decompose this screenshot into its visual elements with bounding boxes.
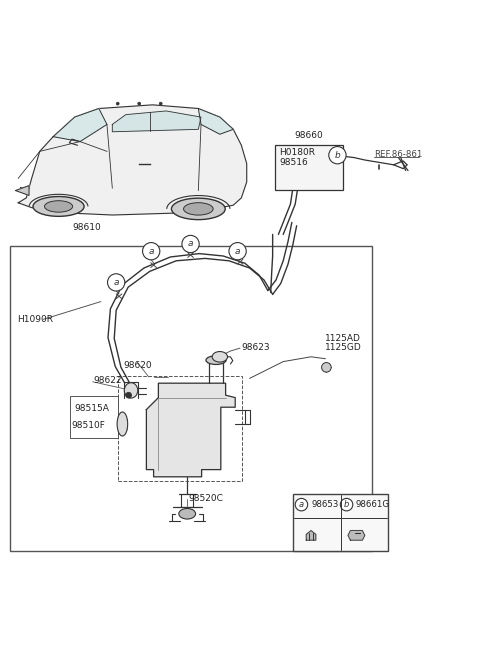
Polygon shape bbox=[348, 531, 365, 540]
Text: a: a bbox=[235, 247, 240, 256]
Ellipse shape bbox=[212, 352, 228, 362]
Text: 1125AD: 1125AD bbox=[325, 334, 361, 343]
Ellipse shape bbox=[179, 508, 196, 519]
Polygon shape bbox=[198, 108, 233, 134]
Text: 98623: 98623 bbox=[241, 342, 270, 352]
Circle shape bbox=[329, 146, 346, 164]
Circle shape bbox=[116, 102, 119, 105]
Ellipse shape bbox=[183, 203, 213, 215]
Text: b: b bbox=[335, 151, 340, 159]
Circle shape bbox=[138, 102, 141, 105]
Text: 98620: 98620 bbox=[124, 361, 153, 370]
Text: 98510F: 98510F bbox=[71, 421, 105, 430]
Polygon shape bbox=[146, 383, 235, 477]
Circle shape bbox=[322, 363, 331, 372]
Text: a: a bbox=[299, 500, 304, 509]
Text: 98661G: 98661G bbox=[355, 500, 389, 509]
Text: REF.86-861: REF.86-861 bbox=[374, 150, 423, 159]
Text: a: a bbox=[113, 278, 119, 287]
Text: 98520C: 98520C bbox=[189, 494, 224, 503]
Polygon shape bbox=[18, 105, 247, 215]
Text: b: b bbox=[344, 500, 349, 509]
Polygon shape bbox=[15, 186, 29, 195]
Circle shape bbox=[108, 274, 125, 291]
Polygon shape bbox=[53, 108, 107, 142]
Text: a: a bbox=[188, 239, 193, 249]
Ellipse shape bbox=[124, 382, 138, 398]
Ellipse shape bbox=[117, 412, 128, 436]
Text: 98610: 98610 bbox=[72, 222, 101, 232]
Text: 98653: 98653 bbox=[311, 500, 338, 509]
Ellipse shape bbox=[33, 197, 84, 216]
Circle shape bbox=[143, 243, 160, 260]
Circle shape bbox=[182, 236, 199, 253]
Circle shape bbox=[126, 392, 132, 398]
Ellipse shape bbox=[45, 201, 72, 212]
Polygon shape bbox=[112, 111, 201, 132]
Text: 1125GD: 1125GD bbox=[325, 342, 362, 352]
Text: H1090R: H1090R bbox=[17, 315, 53, 324]
Ellipse shape bbox=[206, 356, 226, 365]
Circle shape bbox=[295, 499, 308, 511]
Text: 98516: 98516 bbox=[279, 158, 308, 167]
Text: 98515A: 98515A bbox=[74, 404, 109, 413]
FancyBboxPatch shape bbox=[275, 144, 343, 190]
Polygon shape bbox=[306, 531, 316, 540]
Text: a: a bbox=[148, 247, 154, 256]
Circle shape bbox=[340, 499, 353, 511]
Text: 98622: 98622 bbox=[94, 377, 122, 385]
Circle shape bbox=[229, 243, 246, 260]
Text: 98660: 98660 bbox=[295, 131, 324, 140]
Circle shape bbox=[159, 102, 162, 105]
Ellipse shape bbox=[171, 198, 225, 220]
Text: H0180R: H0180R bbox=[279, 148, 315, 157]
FancyBboxPatch shape bbox=[293, 493, 388, 551]
